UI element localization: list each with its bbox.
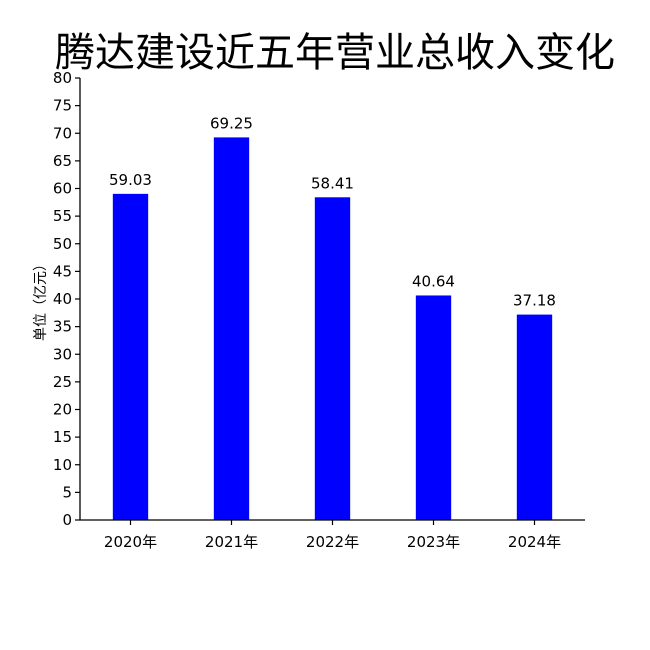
bar-value-label: 37.18: [513, 292, 556, 310]
y-tick-label: 30: [53, 345, 72, 363]
x-tick-label: 2024年: [508, 533, 561, 551]
x-tick-label: 2021年: [205, 533, 258, 551]
bars: [112, 137, 553, 521]
x-tick-label: 2022年: [306, 533, 359, 551]
x-tick-label: 2020年: [104, 533, 157, 551]
bar: [112, 193, 149, 520]
y-tick-label: 50: [53, 235, 72, 253]
y-tick-label: 65: [53, 152, 72, 170]
bar: [314, 197, 351, 521]
bar-value-label: 69.25: [210, 114, 253, 132]
y-tick-label: 45: [53, 262, 72, 280]
bar-value-label: 58.41: [311, 174, 354, 192]
y-tick-label: 35: [53, 318, 72, 336]
x-axis-ticks: 2020年 2021年 2022年 2023年 2024年: [104, 520, 561, 551]
y-tick-label: 80: [53, 69, 72, 87]
bar: [213, 137, 250, 521]
bar: [516, 314, 553, 520]
x-tick-label: 2023年: [407, 533, 460, 551]
y-tick-label: 25: [53, 373, 72, 391]
y-tick-label: 20: [53, 401, 72, 419]
y-axis-ticks: 0 5 10 15 20 25 30 35 40 45 50 55 60 65 70 75 80: [53, 69, 80, 529]
y-tick-label: 40: [53, 290, 72, 308]
chart-title: 腾达建设近五年营业总收入变化: [55, 30, 615, 76]
y-tick-label: 15: [53, 428, 72, 446]
y-axis-label: 单位（亿元）: [33, 257, 49, 341]
bar: [415, 295, 452, 520]
y-tick-label: 60: [53, 180, 72, 198]
y-tick-label: 55: [53, 207, 72, 225]
value-labels: 59.03 69.25 58.41 40.64 37.18: [109, 114, 556, 309]
y-tick-label: 5: [62, 483, 72, 501]
bar-value-label: 40.64: [412, 272, 455, 290]
y-tick-label: 10: [53, 456, 72, 474]
y-tick-label: 70: [53, 124, 72, 142]
y-tick-label: 0: [62, 511, 72, 529]
bar-value-label: 59.03: [109, 171, 152, 189]
y-tick-label: 75: [53, 97, 72, 115]
